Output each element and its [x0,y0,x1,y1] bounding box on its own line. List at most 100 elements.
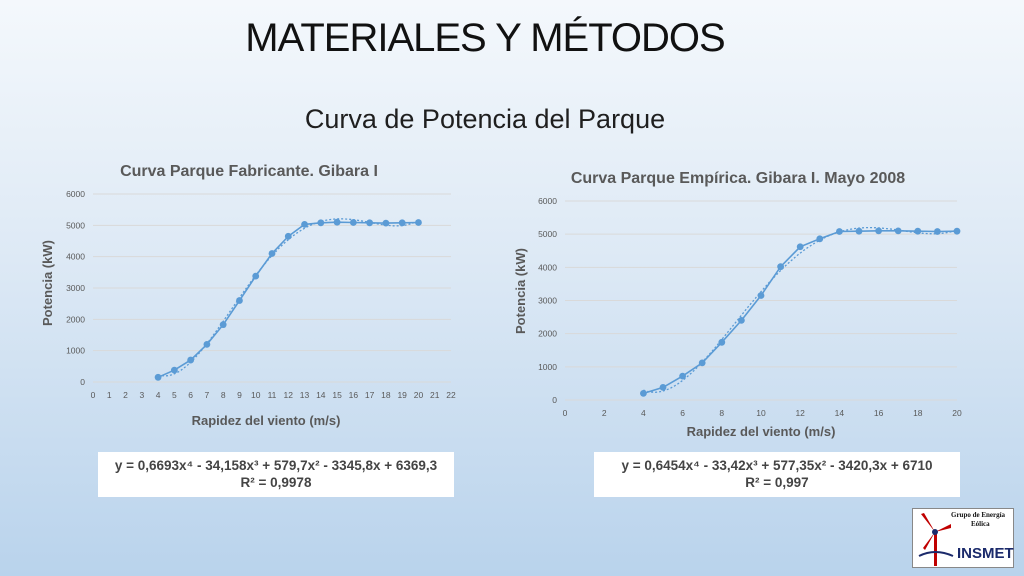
trend-equation: y = 0,6454x⁴ - 33,42x³ + 577,35x² - 3420… [621,458,933,473]
x-tick-label: 0 [91,390,96,400]
logo-name: INSMET [957,545,1014,562]
x-tick-label: 8 [719,408,724,418]
y-tick-label: 0 [80,377,85,387]
data-point [301,220,308,228]
data-point [349,219,357,226]
y-tick-label: 5000 [66,220,85,230]
x-tick-label: 11 [268,390,277,400]
x-tick-label: 8 [221,390,226,400]
y-tick-label: 4000 [538,262,557,272]
x-tick-label: 21 [430,390,440,400]
x-tick-label: 13 [300,390,310,400]
equation-box-left: y = 0,6693x⁴ - 34,158x³ + 579,7x² - 3345… [98,452,454,497]
x-axis-label: Rapidez del viento (m/s) [687,424,836,439]
x-tick-label: 1 [107,390,112,400]
logo-line2: Eólica [971,520,990,528]
data-point [398,219,406,227]
data-point [252,272,260,280]
y-tick-label: 5000 [538,229,557,239]
x-tick-label: 6 [188,390,193,400]
chart-fabricante: Curva Parque Fabricante. Gibara I Rapide… [30,150,480,440]
data-point [777,263,784,271]
data-point [953,227,961,235]
slide-title: MATERIALES Y MÉTODOS [245,16,725,60]
data-point [317,219,325,227]
x-tick-label: 2 [602,408,607,418]
x-tick-label: 10 [756,408,766,418]
x-tick-label: 18 [913,408,923,418]
x-tick-label: 6 [680,408,685,418]
x-tick-label: 14 [835,408,845,418]
x-tick-label: 17 [365,390,375,400]
data-point [284,232,292,240]
trendline [157,218,419,377]
x-tick-label: 4 [641,408,646,418]
wind-turbine-icon [918,513,954,566]
data-point [934,228,941,235]
x-tick-label: 10 [251,390,261,400]
data-point [659,383,667,391]
x-tick-label: 12 [284,390,294,400]
y-tick-label: 2000 [66,314,85,324]
data-point [382,219,390,227]
data-point [640,389,647,397]
y-axis-label: Potencia (kW) [513,248,528,334]
r-squared: R² = 0,997 [745,475,809,490]
x-tick-label: 14 [316,390,326,400]
y-tick-label: 1000 [66,346,85,356]
chart-empirica-svg: Curva Parque Empírica. Gibara I. Mayo 20… [513,170,962,439]
data-point [718,338,726,346]
data-point [855,227,863,235]
x-tick-label: 16 [349,390,359,400]
y-tick-label: 3000 [66,283,85,293]
data-point [236,297,243,304]
y-tick-label: 3000 [538,296,557,306]
data-point [757,292,765,299]
data-point [796,243,804,251]
data-point [914,227,922,235]
x-tick-label: 20 [952,408,962,418]
data-point [679,372,686,380]
y-tick-label: 1000 [538,362,557,372]
y-tick-label: 2000 [538,329,557,339]
slide-subtitle: Curva de Potencia del Parque [304,104,666,134]
equation-box-right: y = 0,6454x⁴ - 33,42x³ + 577,35x² - 3420… [594,452,960,497]
series-line [157,221,419,379]
data-point [698,359,706,367]
series-line [643,230,958,395]
data-point [875,227,882,235]
x-tick-label: 16 [874,408,884,418]
data-point [154,373,162,381]
y-tick-label: 6000 [66,189,85,199]
x-tick-label: 9 [237,390,242,400]
x-tick-label: 19 [397,390,407,400]
x-axis-label: Rapidez del viento (m/s) [192,413,341,428]
logo-line1: Grupo de Energía [951,511,1006,519]
x-tick-label: 2 [123,390,128,400]
data-point [203,341,211,348]
x-tick-label: 22 [446,390,456,400]
data-point [268,250,276,257]
x-tick-label: 18 [381,390,391,400]
x-tick-label: 12 [795,408,805,418]
data-point [187,356,195,364]
data-point [816,235,824,243]
data-point [366,219,374,227]
y-axis-label: Potencia (kW) [40,240,55,326]
y-tick-label: 6000 [538,196,557,206]
x-tick-label: 7 [205,390,210,400]
chart-fabricante-svg: Curva Parque Fabricante. Gibara I Rapide… [40,163,456,428]
x-tick-label: 20 [414,390,424,400]
chart-title: Curva Parque Empírica. Gibara I. Mayo 20… [571,170,905,187]
x-tick-label: 3 [139,390,144,400]
data-point [219,321,227,329]
x-tick-label: 4 [156,390,161,400]
chart-title: Curva Parque Fabricante. Gibara I [120,163,378,180]
chart-empirica: Curva Parque Empírica. Gibara I. Mayo 20… [505,158,975,448]
x-tick-label: 15 [332,390,342,400]
r-squared: R² = 0,9978 [240,475,312,490]
insmet-logo: Grupo de Energía Eólica INSMET [912,508,1014,568]
data-point [738,317,745,324]
trend-equation: y = 0,6693x⁴ - 34,158x³ + 579,7x² - 3345… [114,458,438,473]
data-point [836,228,843,235]
